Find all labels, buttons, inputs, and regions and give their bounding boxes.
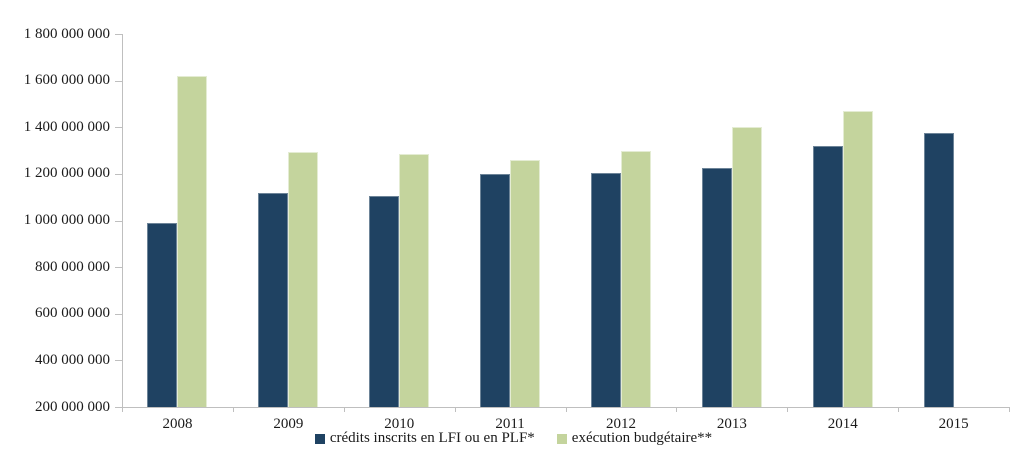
- bar-group-2014: [787, 34, 898, 407]
- legend-swatch-lfi: [314, 433, 325, 444]
- y-tick-label: 200 000 000: [35, 398, 110, 415]
- bar-group-2012: [566, 34, 677, 407]
- plot-area: [122, 34, 1009, 407]
- x-category-label: 2015: [938, 416, 969, 432]
- bar-2009-series0: [258, 192, 289, 407]
- y-axis-line: [122, 34, 123, 408]
- legend-label-execution: exécution budgétaire**: [571, 430, 713, 446]
- bar-2009-series1: [288, 151, 319, 407]
- y-tick-label: 1 400 000 000: [23, 118, 110, 135]
- bar-group-2013: [676, 34, 787, 407]
- y-tick: [115, 220, 122, 222]
- bar-group-2008: [122, 34, 233, 407]
- x-tick: [1009, 407, 1010, 412]
- legend-item-lfi: crédits inscrits en LFI ou en PLF*: [314, 430, 535, 447]
- bar-2008-series0: [147, 222, 178, 407]
- bar-2014-series1: [842, 110, 873, 407]
- bar-group-2015: [898, 34, 1009, 407]
- x-tick: [232, 407, 234, 412]
- y-tick-label: 1 200 000 000: [23, 165, 110, 182]
- x-tick: [898, 407, 900, 412]
- bar-2013-series0: [701, 168, 732, 407]
- bar-2011-series0: [480, 173, 511, 407]
- x-tick: [676, 407, 678, 412]
- bar-2012-series0: [590, 172, 621, 407]
- x-tick: [343, 407, 345, 412]
- y-tick-label: 600 000 000: [35, 305, 110, 322]
- bar-2010-series1: [399, 154, 430, 407]
- x-category-label: 2010: [384, 416, 415, 432]
- x-category-label: 2009: [273, 416, 304, 432]
- bar-group-2010: [344, 34, 455, 407]
- y-tick-label: 1 800 000 000: [23, 25, 110, 42]
- bar-2015-series0: [923, 133, 954, 407]
- x-category-label: 2011: [495, 416, 525, 432]
- bar-2008-series1: [177, 75, 208, 407]
- y-tick-label: 1 000 000 000: [23, 212, 110, 228]
- bar-2012-series1: [620, 150, 651, 407]
- bar-2011-series1: [510, 159, 541, 407]
- bar-2010-series0: [369, 196, 400, 407]
- x-tick: [787, 407, 789, 412]
- y-tick: [115, 313, 122, 315]
- legend-swatch-execution: [556, 433, 567, 444]
- x-tick: [122, 407, 123, 412]
- y-tick: [115, 173, 122, 175]
- legend-label-lfi: crédits inscrits en LFI ou en PLF*: [329, 430, 535, 446]
- y-tick-label: 1 600 000 000: [23, 72, 110, 89]
- legend-item-execution: exécution budgétaire**: [556, 430, 713, 447]
- x-tick: [454, 407, 456, 412]
- x-tick: [565, 407, 567, 412]
- x-category-label: 2013: [716, 416, 747, 432]
- y-tick-label: 400 000 000: [35, 351, 110, 368]
- x-category-label: 2014: [827, 416, 858, 432]
- y-tick: [115, 360, 122, 362]
- y-tick-label: 800 000 000: [35, 258, 110, 275]
- bar-group-2009: [233, 34, 344, 407]
- y-tick: [115, 267, 122, 269]
- x-category-label: 2012: [605, 416, 636, 432]
- y-tick: [115, 80, 122, 82]
- bar-2014-series0: [812, 145, 843, 407]
- bar-2013-series1: [731, 127, 762, 407]
- y-tick: [115, 34, 122, 35]
- bar-group-2011: [455, 34, 566, 407]
- x-category-label: 2008: [162, 416, 193, 432]
- y-tick: [115, 407, 122, 408]
- legend: crédits inscrits en LFI ou en PLF* exécu…: [0, 430, 1027, 447]
- y-tick: [115, 127, 122, 129]
